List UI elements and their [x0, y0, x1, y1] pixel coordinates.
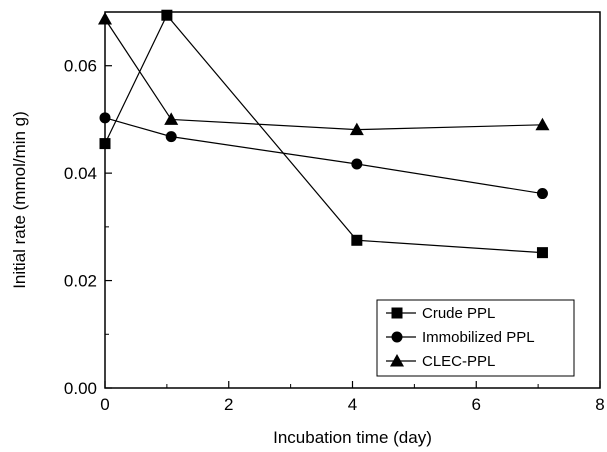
legend-marker	[390, 354, 404, 367]
x-tick-label: 6	[472, 395, 481, 414]
series-circle	[99, 112, 548, 200]
x-tick-label: 4	[348, 395, 357, 414]
y-tick-label: 0.00	[64, 379, 97, 398]
series-triangle	[98, 11, 550, 136]
data-point	[99, 138, 111, 150]
legend: Crude PPL Immobilized PPL CLEC-PPL	[376, 299, 575, 377]
y-axis-label: Initial rate (mmol/min g)	[10, 111, 29, 289]
data-point	[535, 117, 550, 131]
legend-entry: CLEC-PPL	[422, 353, 495, 370]
x-tick-label: 0	[100, 395, 109, 414]
series-line	[104, 18, 543, 131]
data-point	[99, 112, 111, 124]
series-line	[104, 117, 543, 195]
data-point	[536, 188, 548, 200]
data-point	[351, 234, 363, 246]
data-point	[161, 9, 173, 21]
series-layer	[98, 9, 550, 259]
y-tick-label: 0.06	[64, 57, 97, 76]
legend-entry: Immobilized PPL	[422, 329, 535, 346]
x-tick-label: 8	[595, 395, 604, 414]
data-point	[98, 11, 112, 25]
series-line	[104, 14, 543, 254]
y-tick-label: 0.04	[64, 164, 97, 183]
data-point	[165, 131, 177, 143]
data-point	[351, 158, 363, 170]
data-point	[164, 112, 179, 125]
legend-marker	[391, 307, 403, 319]
axis-ticks: 0 2 4 6 8 0.00 0.02 0.04 0.06	[64, 57, 605, 414]
y-tick-label: 0.02	[64, 272, 97, 291]
legend-marker	[391, 331, 403, 343]
data-point	[536, 247, 548, 259]
x-axis-label: Incubation time (day)	[273, 428, 432, 447]
legend-entry: Crude PPL	[422, 305, 495, 322]
x-tick-label: 2	[224, 395, 233, 414]
data-point	[349, 122, 364, 136]
series-square	[99, 9, 548, 259]
